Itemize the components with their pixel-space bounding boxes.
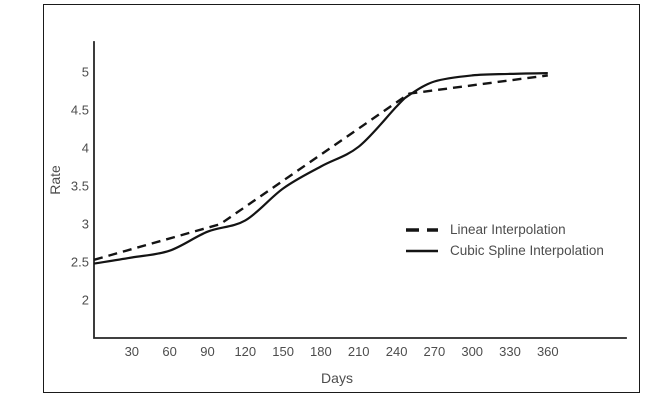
x-axis-title: Days xyxy=(321,370,353,386)
x-tick-label: 120 xyxy=(234,344,257,359)
x-tick-label: 270 xyxy=(423,344,446,359)
x-tick-label: 150 xyxy=(272,344,294,359)
legend-label-spline: Cubic Spline Interpolation xyxy=(450,243,604,258)
x-tick-label: 240 xyxy=(385,344,408,359)
y-tick-label: 3 xyxy=(81,216,89,232)
chart-frame xyxy=(43,4,640,393)
linear-series-line xyxy=(93,74,548,261)
x-tick-label: 360 xyxy=(536,344,559,359)
y-tick-label: 4.5 xyxy=(70,102,89,118)
y-tick-label: 3.5 xyxy=(70,178,89,194)
y-tick-label: 2 xyxy=(81,292,89,308)
spline-series-line xyxy=(93,72,548,265)
legend-sample-solid xyxy=(406,249,438,252)
y-axis-title: Rate xyxy=(47,165,63,195)
y-tick-label: 5 xyxy=(81,64,89,80)
x-tick-label: 330 xyxy=(499,344,521,359)
x-tick-label: 60 xyxy=(162,344,177,359)
x-tick-label: 210 xyxy=(347,344,370,359)
x-tick-label: 180 xyxy=(310,344,332,359)
x-tick-label: 90 xyxy=(200,344,215,359)
x-tick-label: 300 xyxy=(461,344,484,359)
legend-label-linear: Linear Interpolation xyxy=(450,222,566,237)
legend: Linear Interpolation Cubic Spline Interp… xyxy=(405,219,604,261)
legend-item-linear: Linear Interpolation xyxy=(405,219,604,240)
y-tick-label: 4 xyxy=(81,140,89,156)
x-tick-label: 30 xyxy=(124,344,140,359)
axes-lines xyxy=(93,41,627,339)
y-tick-label: 2.5 xyxy=(70,254,89,270)
legend-item-spline: Cubic Spline Interpolation xyxy=(405,240,604,261)
legend-sample-dashed xyxy=(406,227,438,232)
